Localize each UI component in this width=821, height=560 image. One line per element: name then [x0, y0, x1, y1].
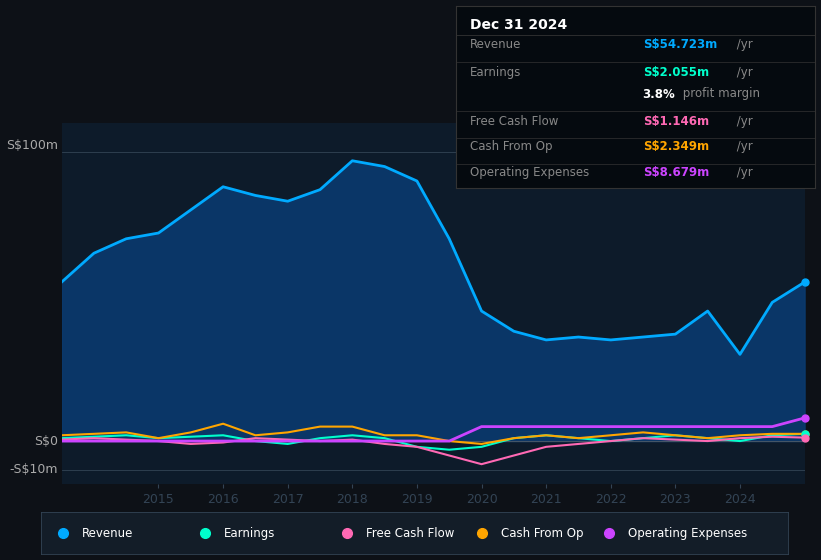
- Text: Operating Expenses: Operating Expenses: [470, 166, 589, 179]
- Text: /yr: /yr: [732, 38, 752, 52]
- Text: Operating Expenses: Operating Expenses: [627, 527, 747, 540]
- Text: Earnings: Earnings: [470, 66, 521, 78]
- Text: 3.8%: 3.8%: [643, 87, 676, 100]
- Text: S$54.723m: S$54.723m: [643, 38, 717, 52]
- Text: profit margin: profit margin: [679, 87, 759, 100]
- Text: S$2.055m: S$2.055m: [643, 66, 709, 78]
- Text: /yr: /yr: [732, 166, 752, 179]
- Text: Cash From Op: Cash From Op: [501, 527, 583, 540]
- Text: S$100m: S$100m: [6, 139, 57, 152]
- Text: Revenue: Revenue: [82, 527, 134, 540]
- Text: -S$10m: -S$10m: [9, 464, 57, 477]
- Text: Free Cash Flow: Free Cash Flow: [366, 527, 454, 540]
- Text: S$8.679m: S$8.679m: [643, 166, 709, 179]
- Text: /yr: /yr: [732, 115, 752, 128]
- Text: /yr: /yr: [732, 140, 752, 153]
- Text: S$2.349m: S$2.349m: [643, 140, 709, 153]
- Text: Cash From Op: Cash From Op: [470, 140, 553, 153]
- Text: S$0: S$0: [34, 435, 57, 447]
- Text: Revenue: Revenue: [470, 38, 521, 52]
- Text: /yr: /yr: [732, 66, 752, 78]
- Text: Earnings: Earnings: [224, 527, 276, 540]
- Text: Free Cash Flow: Free Cash Flow: [470, 115, 558, 128]
- Text: Dec 31 2024: Dec 31 2024: [470, 18, 567, 32]
- Text: S$1.146m: S$1.146m: [643, 115, 709, 128]
